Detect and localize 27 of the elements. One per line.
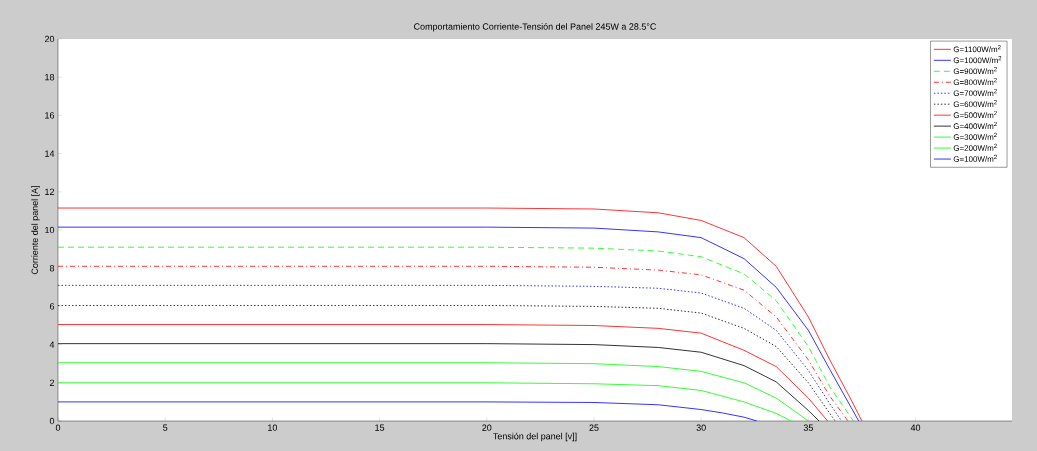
x-tick-label: 25 <box>589 424 599 431</box>
y-tick-label: 6 <box>49 303 55 310</box>
x-tick-label: 35 <box>803 424 813 431</box>
y-tick-label: 12 <box>45 188 55 195</box>
y-tick-label: 18 <box>45 74 55 81</box>
y-tick-label: 0 <box>49 417 55 425</box>
line-series <box>58 324 829 421</box>
y-tick-label: 20 <box>44 35 55 43</box>
y-tick-label: 14 <box>45 150 55 157</box>
x-tick-label: 40 <box>910 424 921 431</box>
line-series <box>58 401 758 421</box>
line-series <box>58 382 792 421</box>
x-axis-title: Tensión del panel [v]] <box>493 432 577 442</box>
y-tick-label: 4 <box>49 341 55 348</box>
x-tick-label: 15 <box>375 424 385 431</box>
x-tick-label: 0 <box>55 424 61 431</box>
y-tick-label: 10 <box>45 226 55 234</box>
x-tick-label: 20 <box>482 424 492 431</box>
x-tick-label: 5 <box>163 424 168 431</box>
x-tick-label: 10 <box>268 424 278 431</box>
y-tick-label: 8 <box>49 265 55 272</box>
line-series <box>58 362 809 421</box>
y-tick-label: 16 <box>45 112 55 119</box>
chart-title: Comportamiento Corriente-Tensión del Panel 245W a 28.5°C <box>414 23 657 32</box>
y-axis-title: Corriente del panel [A] <box>31 186 40 275</box>
x-tick-label: 30 <box>696 424 706 431</box>
y-tick-label: 2 <box>49 379 55 386</box>
